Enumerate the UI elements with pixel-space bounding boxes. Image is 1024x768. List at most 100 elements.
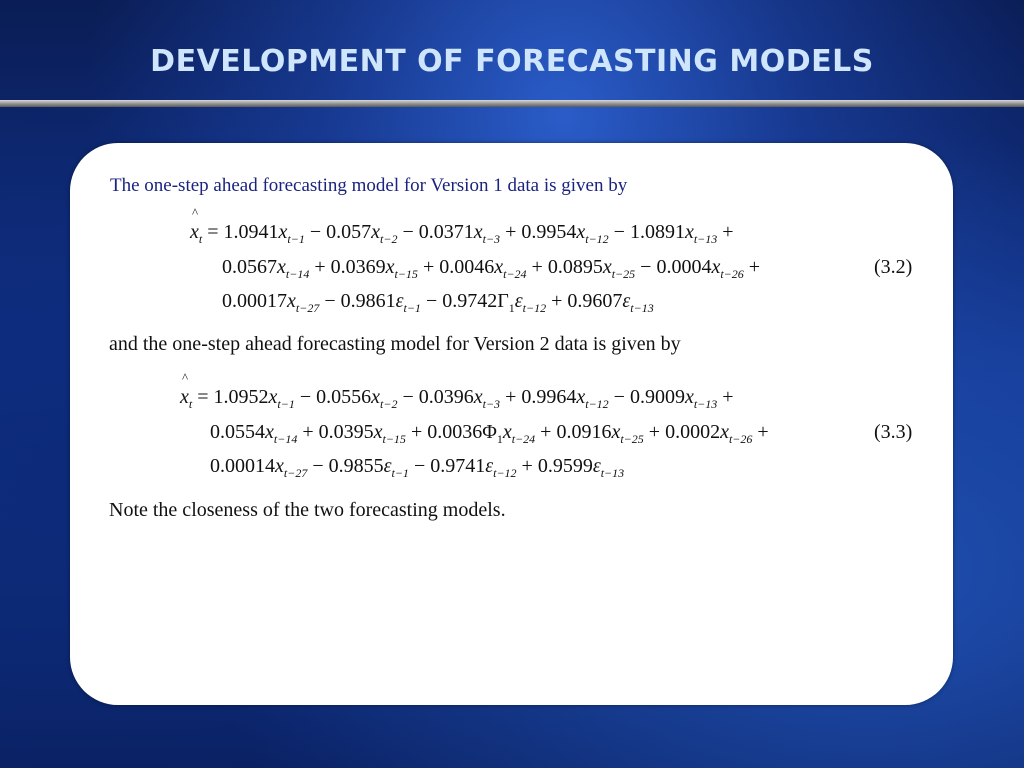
equation-term: εt−12 [485, 455, 517, 480]
equation-coefficient: 0.9009 [629, 386, 685, 408]
equation-term: xt−24 [494, 256, 527, 281]
equation-operator: − [608, 386, 630, 408]
equation-1-line-1: xt = 1.0941xt−1 − 0.057xt−2 − 0.0371xt−3… [190, 205, 734, 247]
equation-coefficient: 0.057 [326, 221, 372, 243]
equation-operator: + [500, 386, 522, 408]
equation-operator: + [417, 256, 440, 278]
equation-coefficient: 1.0952 [213, 386, 269, 408]
equation-coefficient: 0.00014 [210, 455, 275, 477]
equation-operator: − [307, 455, 329, 477]
equation-term: εt−1 [395, 290, 421, 315]
equation-term: xt−25 [611, 421, 644, 446]
equation-operator: − [304, 221, 327, 243]
equation-operator: + [526, 256, 548, 278]
equation-term: xt−12 [576, 386, 609, 411]
equation-term: xt−26 [711, 256, 744, 281]
equation-coefficient: 0.0046 [439, 256, 495, 278]
equation-term: xt−1 [278, 221, 305, 246]
equation-term: xt−27 [287, 290, 320, 315]
equation-operator: + [516, 455, 538, 477]
equation-term: xt−3 [473, 386, 501, 411]
equation-operator: − [319, 290, 341, 312]
equation-term: xt−26 [720, 421, 753, 446]
equation-1-number: (3.2) [874, 256, 913, 278]
equation-coefficient: 0.9607 [567, 290, 623, 312]
equation-coefficient: 0.0396 [418, 386, 474, 408]
equation-term: εt−13 [592, 455, 625, 480]
equation-term: xt−3 [473, 221, 501, 246]
equation-term: xt−24 [502, 421, 536, 446]
equation-coefficient: 0.0004 [656, 256, 712, 278]
equation-operator: − [294, 386, 317, 408]
equation-coefficient: 0.9599 [537, 455, 593, 477]
equation-2-number: (3.3) [874, 421, 913, 443]
equation-term: xt [180, 370, 192, 411]
equation-coefficient: 0.0002 [665, 421, 721, 443]
equation-operator: + [297, 421, 319, 443]
equation-term: xt [190, 205, 202, 246]
equation-coefficient: 0.9861 [340, 290, 396, 312]
equation-coefficient: 0.9855 [328, 455, 384, 477]
equation-coefficient: 1.0891 [629, 221, 685, 243]
equation-operator: + [717, 221, 734, 243]
equation-operator: + [535, 421, 557, 443]
equation-operator: − [420, 290, 443, 312]
equation-coefficient: 0.9741 [430, 455, 486, 477]
equation-term: xt−13 [684, 221, 718, 246]
equation-operator: + [546, 290, 568, 312]
equation-operator: = [192, 386, 214, 408]
equation-term: xt−15 [385, 256, 418, 281]
equation-operator: + [743, 256, 761, 278]
equation-coefficient: 0.0369 [330, 256, 386, 278]
equation-coefficient: 1.0941 [223, 221, 279, 243]
equation-term: xt−2 [371, 386, 398, 411]
equation-coefficient: 0.9742 [442, 290, 498, 312]
equation-coefficient: 0.9964 [521, 386, 577, 408]
equation-2-line-3: 0.00014xt−27 − 0.9855εt−1 − 0.9741εt−12 … [210, 455, 624, 481]
equation-term: εt−12 [514, 290, 547, 315]
equation-term: xt−13 [684, 386, 718, 411]
equation-coefficient: 0.0371 [418, 221, 474, 243]
equation-coefficient: 0.9954 [521, 221, 577, 243]
equation-term: xt−2 [371, 221, 398, 246]
equation-term: xt−12 [576, 221, 609, 246]
equation-operator: − [397, 386, 419, 408]
intro-text: The one-step ahead forecasting model for… [110, 175, 628, 196]
equation-term: xt−1 [268, 386, 295, 411]
equation-term: εt−13 [622, 290, 654, 315]
equation-coefficient: 0.0556 [316, 386, 372, 408]
equation-coefficient: 0.0916 [556, 421, 612, 443]
equation-coefficient: 0.0395 [318, 421, 374, 443]
equation-operator: + [717, 386, 734, 408]
equation-operator: − [408, 455, 431, 477]
equation-operator: − [397, 221, 419, 243]
equation-term: xt−14 [277, 256, 310, 281]
equation-coefficient: 0.0567 [222, 256, 277, 278]
content-panel [70, 143, 953, 705]
equation-1-line-2: 0.0567xt−14 + 0.0369xt−15 + 0.0046xt−24 … [222, 256, 760, 282]
title-divider [0, 100, 1024, 107]
equation-term: xt−15 [373, 421, 406, 446]
equation-operator: + [500, 221, 522, 243]
middle-text: and the one-step ahead forecasting model… [109, 333, 681, 355]
equation-coefficient: 0.0554 [210, 421, 265, 443]
equation-term: Φ1 [482, 421, 503, 446]
equation-coefficient: 0.0895 [547, 256, 603, 278]
equation-2-line-1: xt = 1.0952xt−1 − 0.0556xt−2 − 0.0396xt−… [180, 370, 734, 412]
note-text: Note the closeness of the two forecastin… [109, 499, 506, 521]
equation-operator: − [635, 256, 657, 278]
equation-term: xt−14 [265, 421, 298, 446]
equation-term: Γ1 [497, 290, 515, 315]
equation-coefficient: 0.0036 [427, 421, 483, 443]
equation-1-line-3: 0.00017xt−27 − 0.9861εt−1 − 0.9742Γ1εt−1… [222, 290, 654, 316]
equation-term: xt−27 [275, 455, 308, 480]
equation-term: xt−25 [602, 256, 636, 281]
equation-operator: + [405, 421, 428, 443]
equation-2-line-2: 0.0554xt−14 + 0.0395xt−15 + 0.0036Φ1xt−2… [210, 421, 769, 447]
equation-term: εt−1 [383, 455, 409, 480]
equation-coefficient: 0.00017 [222, 290, 287, 312]
equation-operator: = [202, 221, 224, 243]
slide-title: DEVELOPMENT OF FORECASTING MODELS [150, 44, 874, 79]
equation-operator: + [309, 256, 331, 278]
equation-operator: + [752, 421, 769, 443]
